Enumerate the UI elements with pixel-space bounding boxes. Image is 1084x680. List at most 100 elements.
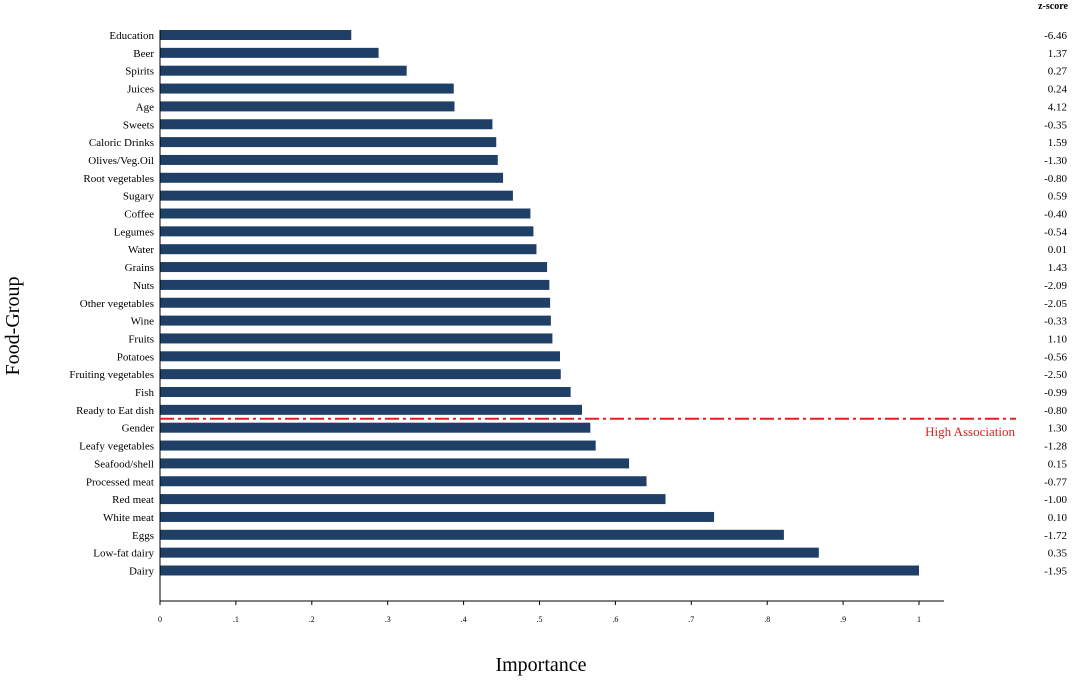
z-score-value: 1.10 bbox=[1048, 333, 1068, 345]
bar-eggs bbox=[160, 529, 784, 540]
z-score-value: -2.05 bbox=[1044, 298, 1067, 310]
category-label: Grains bbox=[125, 262, 154, 274]
x-axis-title: Importance bbox=[495, 654, 586, 676]
category-label: Fruits bbox=[128, 333, 154, 345]
category-label: Beer bbox=[133, 48, 154, 60]
category-label: Leafy vegetables bbox=[79, 441, 154, 453]
x-tick-label: .7 bbox=[688, 615, 694, 624]
bars-layer bbox=[160, 30, 919, 576]
z-score-value: -0.56 bbox=[1044, 351, 1067, 363]
category-label: Potatoes bbox=[117, 351, 154, 363]
z-score-value: 1.30 bbox=[1048, 423, 1068, 435]
z-score-value: -0.54 bbox=[1044, 226, 1067, 238]
category-label: Water bbox=[128, 244, 154, 256]
x-tick-label: .5 bbox=[537, 615, 543, 624]
z-score-value: -0.40 bbox=[1044, 209, 1067, 221]
z-score-header: z-score bbox=[1038, 1, 1068, 12]
z-score-value: 0.10 bbox=[1048, 512, 1068, 524]
category-label: Low-fat dairy bbox=[93, 548, 154, 560]
category-label: Seafood/shell bbox=[94, 458, 154, 470]
x-tick-label: .2 bbox=[309, 615, 315, 624]
category-label: Age bbox=[136, 101, 154, 113]
category-label: Nuts bbox=[133, 280, 154, 292]
z-score-value: -0.80 bbox=[1044, 173, 1067, 185]
bar-legumes bbox=[160, 226, 534, 237]
z-score-value: 1.43 bbox=[1048, 262, 1068, 274]
bar-sugary bbox=[160, 190, 513, 201]
category-label: White meat bbox=[103, 512, 154, 524]
z-score-value: -1.30 bbox=[1044, 155, 1067, 167]
category-label: Wine bbox=[131, 316, 154, 328]
z-score-value: 0.01 bbox=[1048, 244, 1067, 256]
category-label: Dairy bbox=[129, 566, 155, 578]
category-label: Other vegetables bbox=[80, 298, 154, 310]
bar-low-fat-dairy bbox=[160, 547, 819, 558]
bar-processed-meat bbox=[160, 476, 647, 487]
bar-fruiting-vegetables bbox=[160, 369, 561, 380]
bar-red-meat bbox=[160, 494, 666, 505]
category-label: Sugary bbox=[123, 191, 155, 203]
category-label: Processed meat bbox=[86, 476, 154, 488]
bar-fruits bbox=[160, 333, 553, 344]
z-score-value: 0.15 bbox=[1048, 458, 1068, 470]
category-label: Fruiting vegetables bbox=[69, 369, 154, 381]
x-tick-label: .4 bbox=[461, 615, 467, 624]
z-score-value: 0.35 bbox=[1048, 548, 1068, 560]
category-labels: Education Beer Spirits Juices Age Sweets Calor… bbox=[69, 30, 154, 578]
bar-ready-to-eat-dish bbox=[160, 404, 582, 415]
z-score-value: -1.28 bbox=[1044, 441, 1067, 453]
category-label: Caloric Drinks bbox=[89, 137, 154, 149]
high-association-reference: High Association bbox=[160, 417, 1016, 439]
bar-olives-veg-oil bbox=[160, 154, 498, 165]
bar-nuts bbox=[160, 279, 550, 290]
category-label: Legumes bbox=[114, 226, 154, 238]
bar-seafood-shell bbox=[160, 458, 630, 469]
z-score-value: 0.27 bbox=[1048, 66, 1068, 78]
bar-other-vegetables bbox=[160, 297, 551, 308]
x-tick-label: .8 bbox=[764, 615, 770, 624]
bar-fish bbox=[160, 387, 571, 397]
bar-root-vegetables bbox=[160, 172, 504, 183]
bar-education bbox=[160, 30, 352, 40]
z-score-value: -0.80 bbox=[1044, 405, 1067, 417]
x-tick-label: .1 bbox=[233, 615, 239, 624]
category-label: Eggs bbox=[132, 530, 154, 542]
x-tick-label: .3 bbox=[385, 615, 391, 624]
x-tick-label: 1 bbox=[917, 615, 921, 624]
bar-dairy bbox=[160, 565, 919, 576]
category-label: Spirits bbox=[125, 66, 154, 78]
bar-grains bbox=[160, 262, 548, 273]
z-score-value: 0.24 bbox=[1048, 84, 1068, 96]
bar-coffee bbox=[160, 208, 531, 219]
bar-caloric-drinks bbox=[160, 137, 497, 148]
category-label: Red meat bbox=[112, 494, 154, 506]
z-score-value: -2.50 bbox=[1044, 369, 1067, 381]
bar-gender bbox=[160, 422, 591, 433]
z-score-column: z-score -6.46 1.37 0.27 0.24 4.12 -0.35 1.59 -1… bbox=[1038, 1, 1068, 578]
high-association-label: High Association bbox=[925, 424, 1015, 439]
bar-juices bbox=[160, 83, 454, 94]
z-score-value: -1.00 bbox=[1044, 494, 1067, 506]
bar-water bbox=[160, 244, 537, 255]
category-label: Ready to Eat dish bbox=[76, 405, 154, 417]
axes bbox=[159, 30, 944, 602]
z-score-value: -0.99 bbox=[1044, 387, 1067, 399]
z-score-value: -1.72 bbox=[1044, 530, 1067, 542]
bar-age bbox=[160, 101, 455, 112]
category-label: Olives/Veg.Oil bbox=[88, 155, 154, 167]
x-tick-label: .9 bbox=[840, 615, 846, 624]
category-label: Fish bbox=[135, 387, 154, 399]
z-score-value: -1.95 bbox=[1044, 566, 1067, 578]
bar-potatoes bbox=[160, 351, 560, 362]
y-axis-title: Food-Group bbox=[2, 277, 24, 376]
z-score-value: -6.46 bbox=[1044, 30, 1067, 42]
z-score-value: 0.59 bbox=[1048, 191, 1068, 203]
x-tick-label: .6 bbox=[612, 615, 618, 624]
bar-spirits bbox=[160, 65, 407, 76]
z-score-value: -0.33 bbox=[1044, 316, 1067, 328]
x-ticks: 0 .1 .2 .3 .4 .5 .6 .7 .8 .9 1 bbox=[158, 601, 921, 624]
category-label: Gender bbox=[122, 423, 155, 435]
bar-sweets bbox=[160, 119, 493, 130]
z-score-value: -2.09 bbox=[1044, 280, 1067, 292]
